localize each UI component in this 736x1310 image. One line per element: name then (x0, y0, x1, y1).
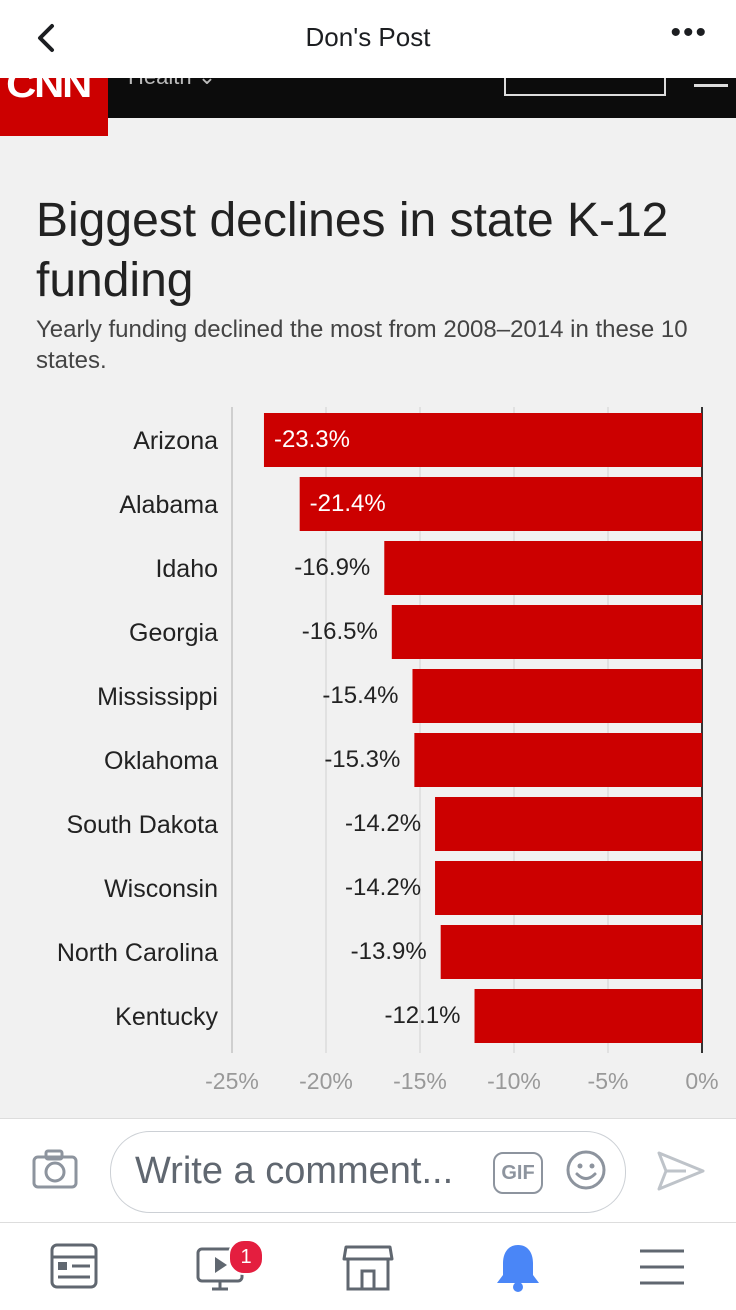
watch-notification-badge: 1 (228, 1239, 264, 1275)
bar (263, 413, 702, 467)
category-label: North Carolina (57, 939, 218, 967)
bar (299, 477, 702, 531)
back-icon[interactable] (28, 18, 68, 58)
chart-subtitle: Yearly funding declined the most from 20… (36, 316, 688, 374)
value-label: -16.9% (294, 554, 370, 581)
camera-icon[interactable] (32, 1149, 78, 1189)
send-icon[interactable] (656, 1149, 706, 1193)
x-tick-label: 0% (685, 1068, 718, 1094)
category-label: Mississippi (97, 683, 218, 711)
x-tick-label: -20% (299, 1068, 353, 1094)
category-label: Idaho (155, 555, 218, 583)
comment-placeholder: Write a comment... (135, 1150, 454, 1192)
bar (412, 669, 702, 723)
value-label: -12.1% (384, 1002, 460, 1029)
comment-input[interactable]: Write a comment... GIF (110, 1131, 626, 1213)
value-label: -15.3% (324, 746, 400, 773)
emoji-icon[interactable] (566, 1150, 606, 1190)
category-label: Arizona (133, 427, 218, 455)
chart-title: Biggest declines in state K-12 funding (36, 194, 669, 307)
bar (435, 797, 702, 851)
value-label: -14.2% (345, 874, 421, 901)
category-label: Kentucky (115, 1003, 218, 1031)
value-label: -21.4% (310, 490, 386, 517)
bar (435, 861, 702, 915)
notifications-icon[interactable] (490, 1241, 546, 1293)
value-label: -14.2% (345, 810, 421, 837)
cnn-section-nav: Health ⌄ (128, 78, 216, 90)
value-label: -15.4% (322, 682, 398, 709)
x-tick-label: -10% (487, 1068, 541, 1094)
category-label: Wisconsin (104, 875, 218, 903)
comment-bar: Write a comment... GIF (0, 1118, 736, 1223)
bar-chart: Arizona -23.3% Alabama -21.4% Idaho -16.9% Geo… (57, 407, 719, 1094)
post-image[interactable]: Health ⌄ CNN Biggest declines in state K… (0, 78, 736, 1118)
live-tv-box (504, 78, 666, 96)
cnn-header-bar: Health ⌄ (0, 78, 736, 118)
x-tick-label: -15% (393, 1068, 447, 1094)
bar (474, 989, 702, 1043)
gif-button[interactable]: GIF (493, 1152, 543, 1194)
menu-icon[interactable] (634, 1241, 690, 1293)
news-feed-icon[interactable] (46, 1241, 102, 1293)
top-bar: Don's Post ••• (0, 0, 736, 78)
cnn-logo: CNN (0, 78, 108, 136)
bottom-tab-bar: 1 (0, 1222, 736, 1310)
marketplace-icon[interactable] (340, 1241, 396, 1293)
category-label: South Dakota (67, 811, 219, 839)
x-tick-label: -25% (205, 1068, 259, 1094)
category-label: Alabama (119, 491, 218, 519)
cnn-menu-icon (694, 84, 728, 87)
value-label: -16.5% (302, 618, 378, 645)
x-tick-label: -5% (588, 1068, 629, 1094)
value-label: -23.3% (274, 426, 350, 453)
category-label: Oklahoma (104, 747, 218, 775)
page-title: Don's Post (305, 22, 431, 52)
bar (384, 541, 702, 595)
bar (391, 605, 702, 659)
category-label: Georgia (129, 619, 218, 647)
bar (414, 733, 702, 787)
value-label: -13.9% (351, 938, 427, 965)
bar (440, 925, 702, 979)
more-options-icon[interactable]: ••• (670, 16, 708, 49)
